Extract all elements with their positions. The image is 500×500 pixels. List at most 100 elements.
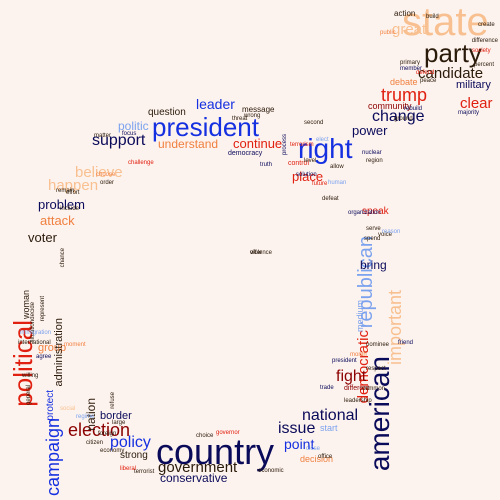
word-majority: majority bbox=[458, 110, 480, 116]
word-debate: debate bbox=[390, 77, 418, 87]
word-decide: decide bbox=[30, 302, 36, 320]
word-policy: policy bbox=[110, 434, 151, 451]
word-country: country bbox=[156, 431, 275, 472]
word-point: point bbox=[284, 436, 315, 452]
word-serve: serve bbox=[366, 226, 381, 232]
word-understand: understand bbox=[158, 137, 219, 151]
word-conservative: conservative bbox=[160, 471, 228, 485]
word-problem: problem bbox=[38, 197, 85, 212]
word-start: start bbox=[320, 423, 338, 433]
word-group: group bbox=[38, 342, 67, 354]
word-defeat: defeat bbox=[322, 196, 339, 202]
word-immigration: immigration bbox=[20, 330, 52, 336]
word-office: office bbox=[318, 454, 333, 460]
word-decision: decision bbox=[300, 454, 334, 464]
word-action: action bbox=[394, 9, 416, 18]
word-great: great bbox=[392, 21, 427, 38]
word-violence: violence bbox=[250, 250, 273, 256]
word-right: right bbox=[298, 133, 353, 164]
word-society: society bbox=[472, 48, 491, 54]
word-nominee: nominee bbox=[366, 342, 390, 348]
word-message: message bbox=[242, 105, 275, 114]
word-represent: represent bbox=[40, 296, 46, 322]
word-bring: bring bbox=[360, 258, 387, 272]
word-refuse: refuse bbox=[110, 392, 116, 409]
word-reason: reason bbox=[382, 229, 401, 235]
word-wrong: wrong bbox=[244, 113, 261, 119]
word-military: military bbox=[456, 79, 491, 91]
word-choose: choose bbox=[96, 172, 116, 178]
word-create: create bbox=[478, 22, 495, 28]
word-region: region bbox=[366, 158, 383, 164]
word-president: president bbox=[332, 358, 357, 364]
word-challenge: challenge bbox=[128, 160, 154, 166]
word-close: close bbox=[306, 446, 321, 452]
word-control: control bbox=[288, 160, 310, 167]
word-large: large bbox=[112, 420, 126, 426]
word-include: include bbox=[60, 206, 80, 212]
word-human: human bbox=[328, 180, 347, 186]
word-focus: focus bbox=[122, 131, 137, 137]
word-ground: ground bbox=[394, 116, 413, 122]
word-citizen: citizen bbox=[86, 440, 104, 446]
word-regime: regime bbox=[76, 414, 95, 420]
word-voice: voice bbox=[378, 232, 393, 238]
word-matter: matter bbox=[94, 133, 112, 139]
word-candidate: candidate bbox=[418, 65, 484, 82]
word-strong: strong bbox=[120, 450, 148, 461]
word-liberal: liberal bbox=[120, 466, 137, 472]
word-place: place bbox=[292, 169, 324, 184]
word-common: common bbox=[362, 386, 386, 392]
word-happen: happen bbox=[48, 177, 99, 194]
word-protect: protect bbox=[45, 390, 56, 421]
word-international: international bbox=[18, 340, 51, 346]
word-border: border bbox=[100, 410, 132, 422]
word-level: level bbox=[304, 158, 317, 164]
word-voter: voter bbox=[28, 230, 57, 245]
word-choice: choice bbox=[196, 433, 214, 439]
word-effort: effort bbox=[66, 190, 80, 196]
word-remain: remain bbox=[56, 188, 75, 194]
word-social: social bbox=[60, 406, 76, 412]
word-politic: politic bbox=[118, 119, 149, 133]
word-attack: attack bbox=[40, 213, 75, 228]
word-future: future bbox=[312, 181, 328, 187]
word-governor: governor bbox=[216, 430, 240, 436]
word-power: power bbox=[352, 123, 388, 138]
word-speak: speak bbox=[362, 206, 389, 217]
word-leadership: leadership bbox=[344, 398, 372, 404]
word-terrorism: terrorism bbox=[290, 142, 314, 148]
word-order: order bbox=[100, 180, 115, 186]
word-believe: believe bbox=[75, 164, 123, 181]
word-different: different bbox=[344, 385, 370, 392]
word-threat: threat bbox=[232, 116, 248, 122]
word-leader: leader bbox=[196, 96, 235, 112]
word-national: national bbox=[302, 407, 359, 424]
word-economy: economy bbox=[100, 448, 125, 454]
word-election: election bbox=[68, 420, 131, 440]
word-president: president bbox=[152, 112, 259, 142]
word-allow: allow bbox=[330, 164, 344, 170]
word-defend: defend bbox=[416, 70, 435, 76]
word-general: general bbox=[26, 385, 32, 406]
word-chance: chance bbox=[60, 248, 66, 268]
word-member: member bbox=[400, 66, 423, 72]
word-agree: agree bbox=[36, 354, 52, 360]
word-administration: administration bbox=[53, 318, 65, 387]
word-support: support bbox=[92, 132, 146, 149]
word-rebuild: rebuild bbox=[404, 106, 423, 112]
word-organization: organization bbox=[348, 210, 381, 216]
word-state: state bbox=[402, 0, 489, 44]
word-trade: trade bbox=[320, 385, 334, 391]
word-build: build bbox=[426, 14, 439, 20]
word-spend: spend bbox=[364, 236, 381, 242]
word-offer: offer bbox=[250, 250, 262, 256]
word-nuclear: nuclear bbox=[362, 150, 382, 156]
word-issue: issue bbox=[278, 420, 316, 437]
word-friend: friend bbox=[398, 340, 414, 346]
word-willing: willing bbox=[22, 373, 39, 379]
word-foreign: foreign bbox=[98, 431, 117, 437]
word-party: party bbox=[424, 38, 482, 68]
word-peace: peace bbox=[420, 78, 437, 84]
